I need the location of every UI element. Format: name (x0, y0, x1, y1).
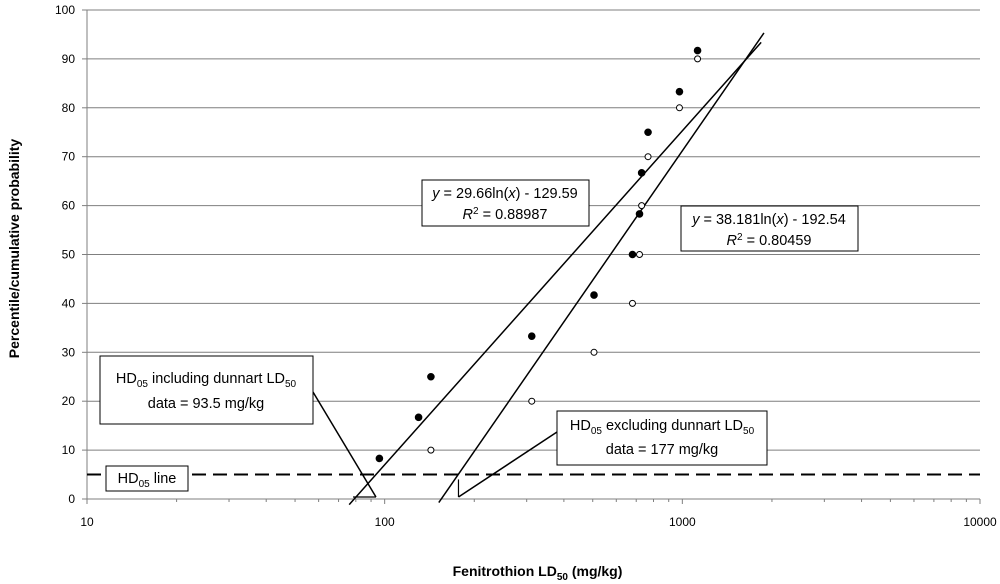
data-point-open (528, 397, 536, 405)
y-tick-label: 60 (62, 199, 76, 213)
x-tick-label: 1000 (669, 515, 696, 529)
data-point-filled (375, 454, 384, 463)
data-point-open (694, 55, 702, 63)
data-point-filled (527, 332, 536, 340)
data-point-filled (675, 87, 684, 96)
y-tick-label: 90 (62, 52, 76, 66)
y-axis-title: Percentile/cumulative probability (6, 139, 22, 359)
data-point-open (590, 348, 598, 356)
data-point-filled (590, 291, 598, 299)
data-point-open (638, 202, 646, 210)
trendlines (87, 32, 980, 506)
equation-2-line1: y = 38.181ln(x) - 192.54 (691, 212, 846, 228)
y-tick-label: 50 (62, 248, 76, 262)
annotation-box-including (99, 355, 314, 425)
annotation-2-pointer (458, 431, 558, 498)
data-point-open (644, 153, 652, 161)
data-point-filled (635, 210, 644, 218)
equation-2-line2: R2 = 0.80459 (727, 232, 812, 249)
data-point-open (427, 446, 435, 454)
y-tick-label: 20 (62, 394, 76, 408)
y-tick-label: 0 (68, 492, 75, 506)
data-point-filled (628, 250, 637, 259)
hd05-label: HD05 line (118, 471, 177, 490)
y-tick-label: 70 (62, 150, 76, 164)
equation-1-line2: R2 = 0.88987 (463, 206, 548, 223)
y-tick-label: 100 (55, 3, 75, 17)
x-tick-label: 10000 (963, 515, 997, 529)
data-point-filled (637, 169, 646, 177)
y-tick-label: 30 (62, 345, 76, 359)
data-points (375, 46, 702, 463)
equation-box-1 (421, 179, 590, 227)
hd05-label-box (105, 465, 189, 492)
annotation-1-line1: HD05 including dunnart LD50 (116, 371, 297, 390)
x-axis-title: Fenitrothion LD50 (mg/kg) (453, 563, 623, 583)
trendline-1 (348, 41, 762, 506)
data-point-open (636, 251, 644, 258)
annotation-2-line2: data = 177 mg/kg (606, 442, 718, 458)
data-point-open (675, 104, 683, 112)
axes: 10 100 1000 10000 0 10 20 30 40 50 60 70 80 90 100 Feni… (6, 3, 997, 583)
data-point-filled (693, 46, 702, 55)
annotations: y = 29.66ln(x) - 129.59 R2 = 0.88987 y = 3… (99, 179, 859, 498)
data-point-filled (414, 413, 423, 422)
equation-box-2 (680, 205, 859, 252)
data-point-filled (427, 372, 435, 381)
y-tick-label: 80 (62, 101, 76, 115)
x-tick-label: 100 (375, 515, 395, 529)
equation-1-line1: y = 29.66ln(x) - 129.59 (431, 186, 578, 202)
annotation-box-excluding (556, 410, 768, 466)
y-tick-label: 40 (62, 296, 76, 310)
data-point-filled (644, 128, 652, 137)
x-tick-label: 10 (80, 515, 94, 529)
annotation-2-line1: HD05 excluding dunnart LD50 (570, 418, 755, 437)
y-tick-label: 10 (62, 443, 76, 457)
annotation-1-pointer (312, 391, 377, 498)
annotation-1-line2: data = 93.5 mg/kg (148, 396, 264, 412)
data-point-open (628, 299, 636, 307)
trendline-2 (438, 32, 765, 503)
